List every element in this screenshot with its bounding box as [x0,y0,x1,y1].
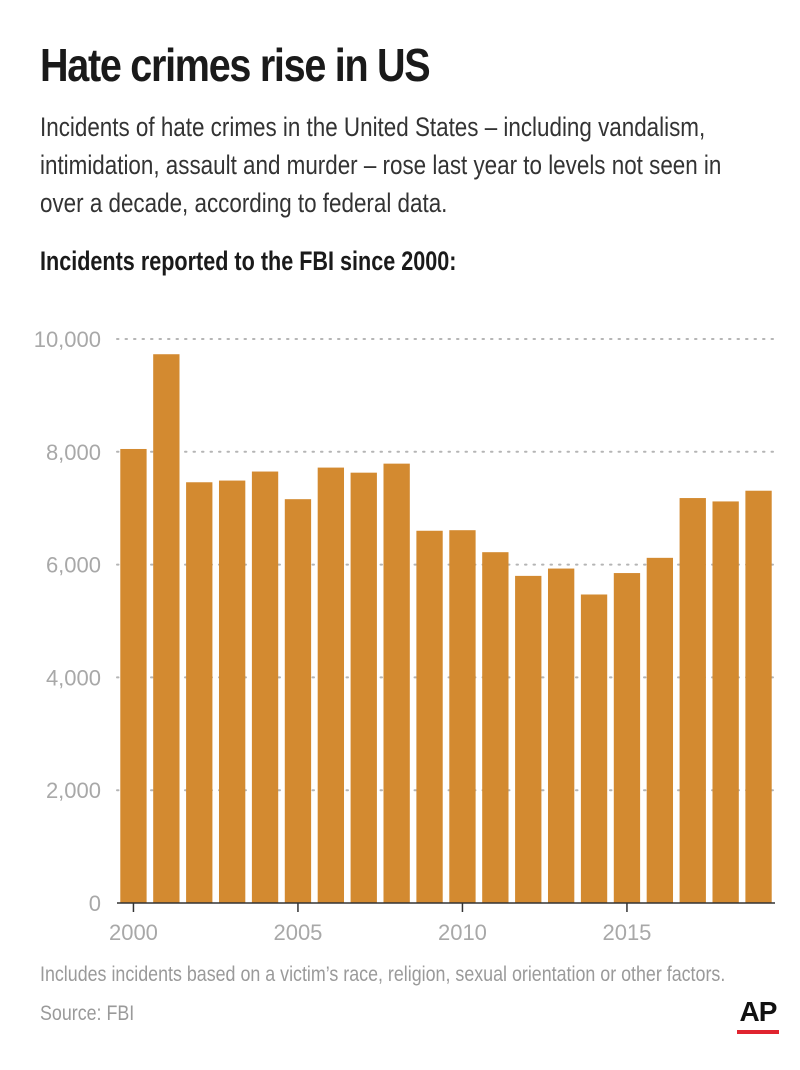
bar-2017 [679,498,706,903]
bar-2016 [646,557,674,903]
bar-2019 [745,490,772,903]
y-tick-label: 4,000 [46,665,101,690]
bar-2004 [251,471,279,903]
x-tick-label: 2015 [602,920,651,945]
bar-2001 [153,354,180,904]
bar-2003 [218,480,246,903]
ap-logo: AP [737,996,779,1034]
y-tick-label: 2,000 [46,778,101,803]
x-tick-label: 2005 [273,920,322,945]
bar-2007 [350,472,377,903]
bar-2000 [120,448,147,903]
bar-2002 [186,482,213,903]
bar-2005 [284,499,312,903]
bar-2006 [317,467,345,903]
y-tick-label: 10,000 [34,327,101,352]
y-tick-label: 0 [89,891,101,916]
ap-logo-underline [737,1030,779,1034]
chart-title: Hate crimes rise in US [40,39,431,91]
footnote: Includes incidents based on a victim’s r… [40,963,726,986]
bar-2009 [416,530,443,903]
source-credit: Source: FBI [40,1002,135,1025]
ap-logo-text: AP [739,996,778,1027]
y-tick-label: 6,000 [46,553,101,578]
chart-heading: Incidents reported to the FBI since 2000… [40,246,457,276]
grid-lines [116,338,776,792]
tick-labels: 0 2,000 4,000 6,000 8,000 10,000 2000 2005 2010 2… [34,327,652,945]
bars [120,354,772,904]
bar-2011 [482,552,509,903]
bar-2008 [383,463,410,903]
bar-2010 [449,530,476,903]
x-tick-label: 2010 [438,920,487,945]
bar-2018 [712,501,739,903]
bar-2014 [580,594,608,903]
x-tick-label: 2000 [109,920,158,945]
bar-2015 [613,573,641,903]
bar-2013 [547,568,575,903]
bar-2012 [515,575,542,903]
axes [117,902,775,912]
bar-chart: 0 2,000 4,000 6,000 8,000 10,000 2000 2005 2010 2… [34,327,776,945]
chart-subtitle: Incidents of hate crimes in the United S… [40,112,722,218]
y-tick-label: 8,000 [46,440,101,465]
